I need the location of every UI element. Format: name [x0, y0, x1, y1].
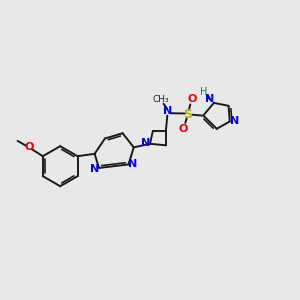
Text: S: S	[184, 108, 193, 121]
Text: N: N	[230, 116, 239, 126]
Text: CH₃: CH₃	[152, 95, 169, 104]
Text: N: N	[128, 159, 137, 170]
Text: N: N	[90, 164, 100, 173]
Text: N: N	[141, 138, 151, 148]
Text: N: N	[163, 106, 172, 116]
Text: O: O	[187, 94, 196, 104]
Text: O: O	[178, 124, 188, 134]
Text: H: H	[200, 87, 208, 97]
Text: O: O	[24, 142, 33, 152]
Text: N: N	[205, 94, 214, 104]
